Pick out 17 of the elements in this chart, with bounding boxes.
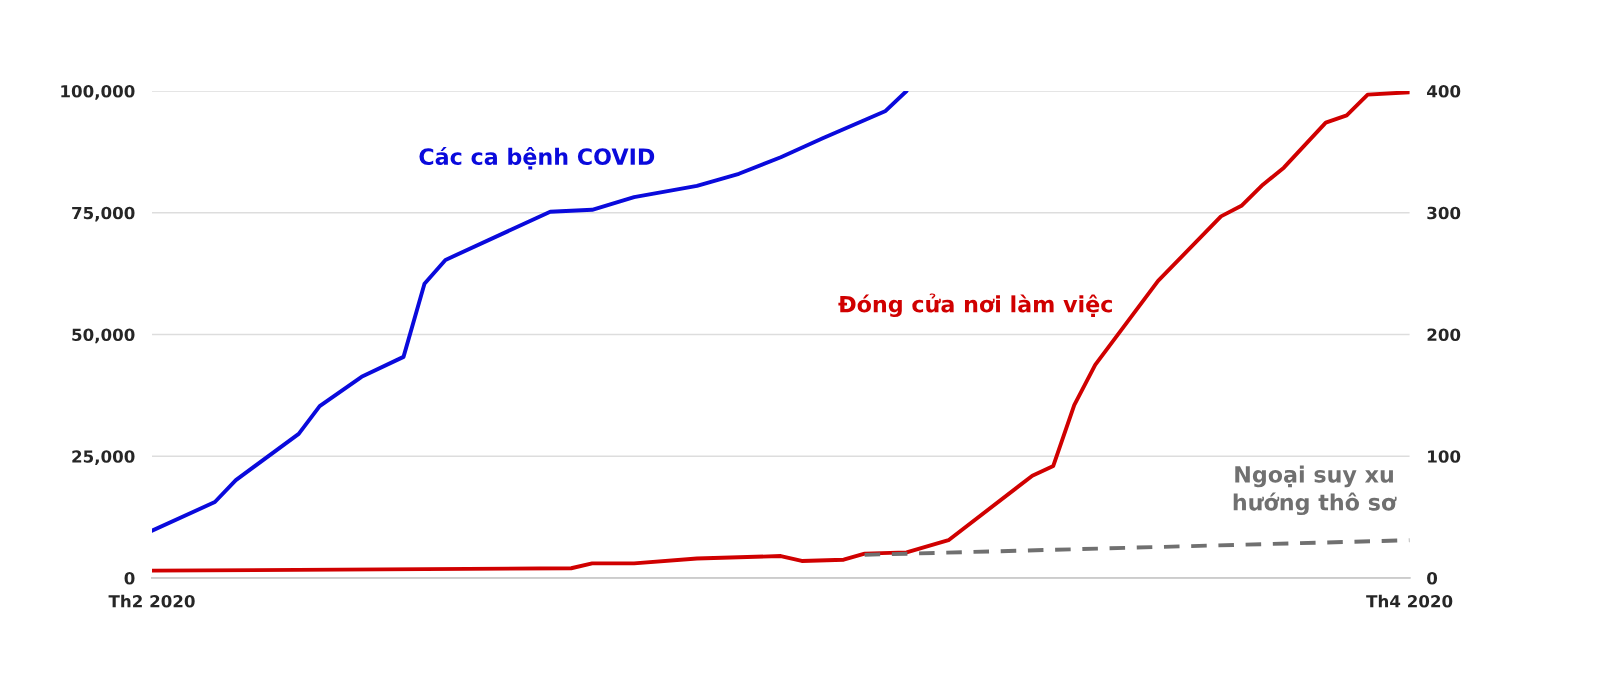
y-tick-label: 100,000 xyxy=(61,84,135,100)
line-series xyxy=(152,90,1410,573)
y2-tick-label: 400 xyxy=(1427,84,1461,98)
series-label: Ngoại suy xu hướng thô sơ xyxy=(1233,465,1397,516)
y-tick-label: 0 xyxy=(124,571,135,585)
series-label: Các ca bệnh COVID xyxy=(419,146,655,170)
series-label: Đóng cửa nơi làm việc xyxy=(838,293,1112,318)
y-tick-label: 25,000 xyxy=(72,450,135,465)
y-tick-label: 75,000 xyxy=(72,206,135,222)
y2-tick-label: 300 xyxy=(1427,206,1461,220)
x-tick-label: Th2 2020 xyxy=(108,594,195,608)
y-tick-label: 50,000 xyxy=(72,328,135,344)
y2-tick-label: 0 xyxy=(1427,571,1438,585)
y2-tick-label: 200 xyxy=(1427,328,1461,342)
line-series xyxy=(152,90,909,533)
x-tick-label: Th4 2020 xyxy=(1366,594,1453,608)
y2-tick-label: 100 xyxy=(1428,450,1461,463)
